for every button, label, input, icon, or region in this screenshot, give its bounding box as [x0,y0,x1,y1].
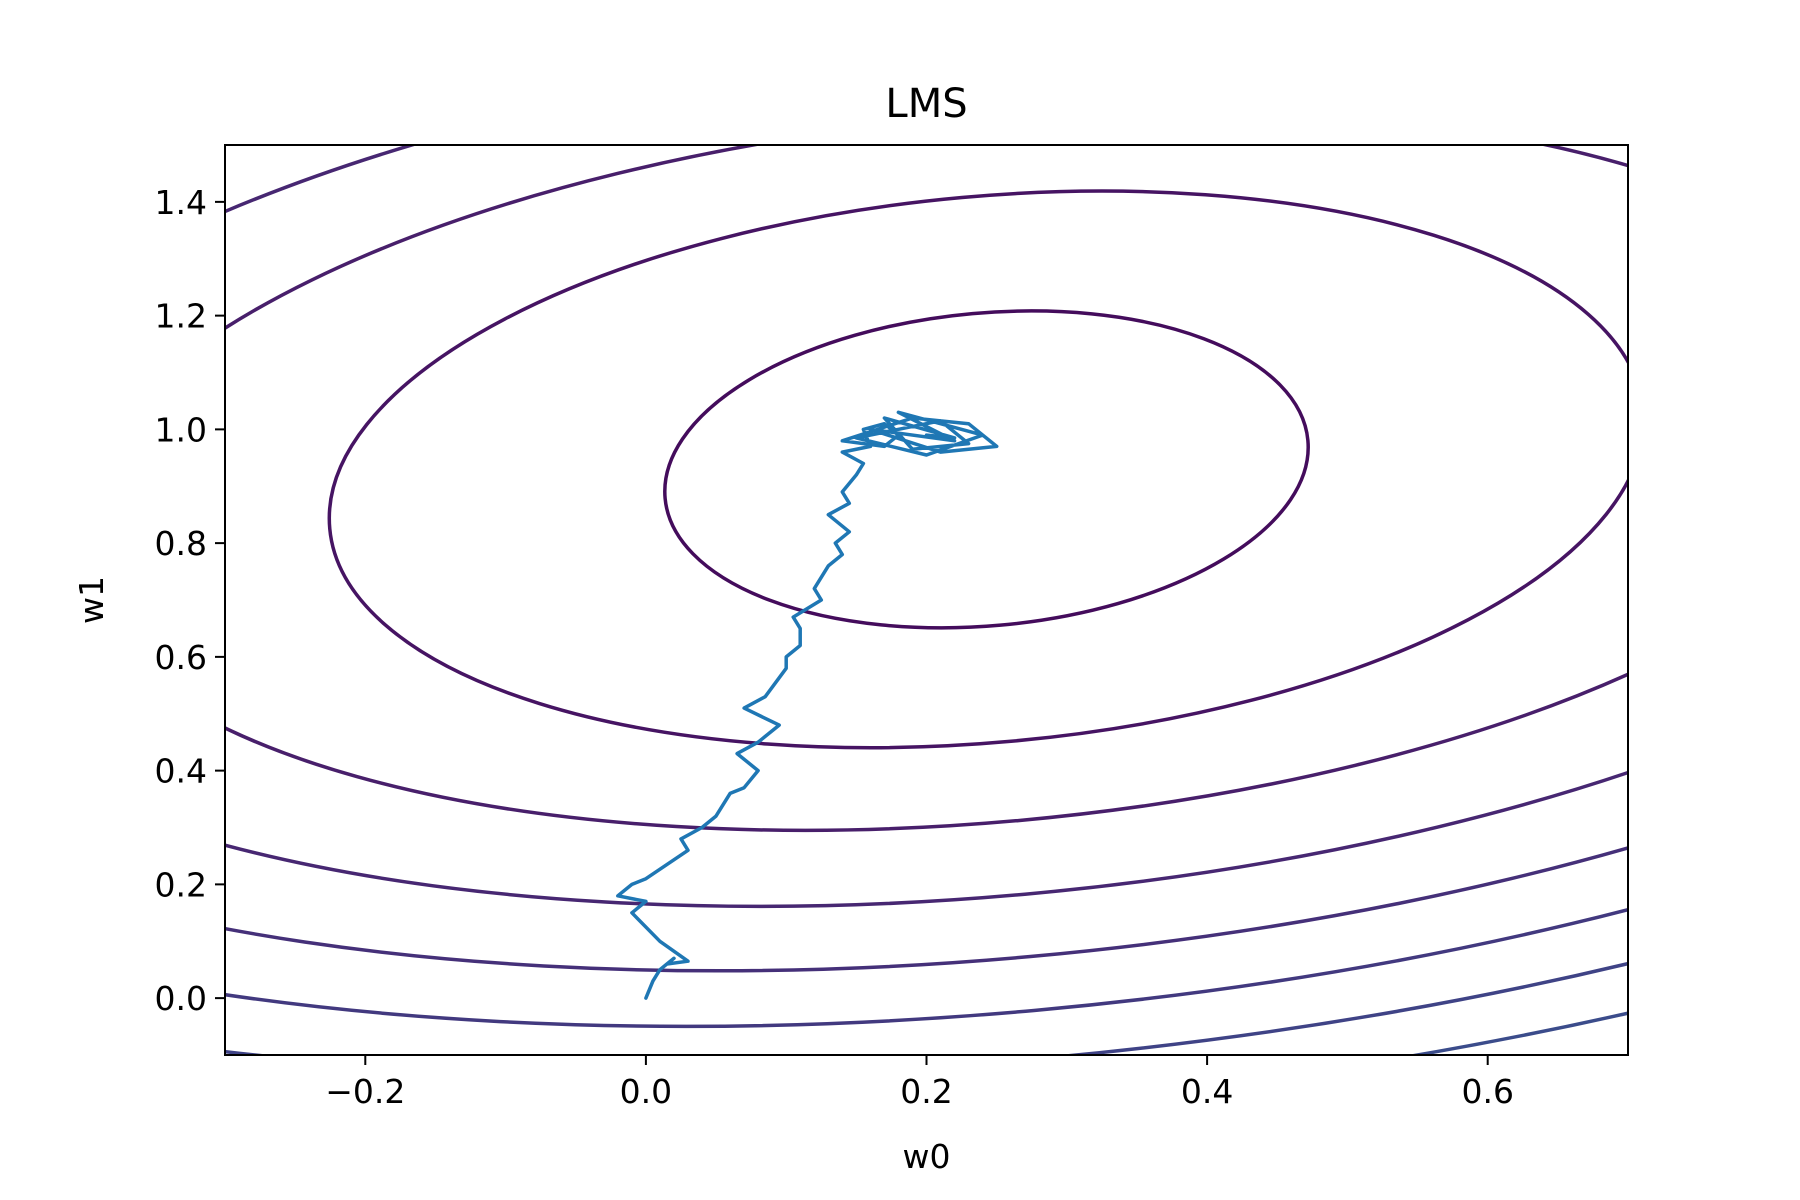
x-tick-label: 0.4 [1181,1072,1233,1111]
y-tick-label: 1.4 [155,183,207,222]
y-tick-label: 0.8 [155,524,207,563]
trajectory-layer [616,410,999,1000]
chart-title: LMS [885,81,967,127]
x-tick-label: −0.2 [325,1072,405,1111]
contour-level-6 [225,145,1628,1029]
contour-level-1 [663,309,1310,630]
y-axis: 0.0 0.2 0.4 0.6 0.8 1.0 1.2 1.4 [155,183,225,1018]
y-axis-label: w1 [72,576,111,624]
y-tick-label: 0.0 [155,979,207,1018]
x-tick-label: 0.0 [620,1072,672,1111]
contour-level-3 [225,145,1628,833]
x-tick-label: 0.6 [1461,1072,1513,1111]
contour-level-2 [327,189,1628,750]
y-tick-label: 0.6 [155,638,207,677]
y-tick-label: 0.2 [155,865,207,904]
x-tick-label: 0.2 [900,1072,952,1111]
lms-trajectory-line [616,410,999,1000]
y-tick-label: 1.0 [155,410,207,449]
x-axis-label: w0 [903,1137,951,1176]
contour-level-4 [225,145,1628,909]
contour-level-5 [225,145,1628,973]
y-tick-label: 0.4 [155,752,207,791]
x-axis: −0.2 0.0 0.2 0.4 0.6 [325,1055,1514,1111]
y-tick-label: 1.2 [155,297,207,336]
